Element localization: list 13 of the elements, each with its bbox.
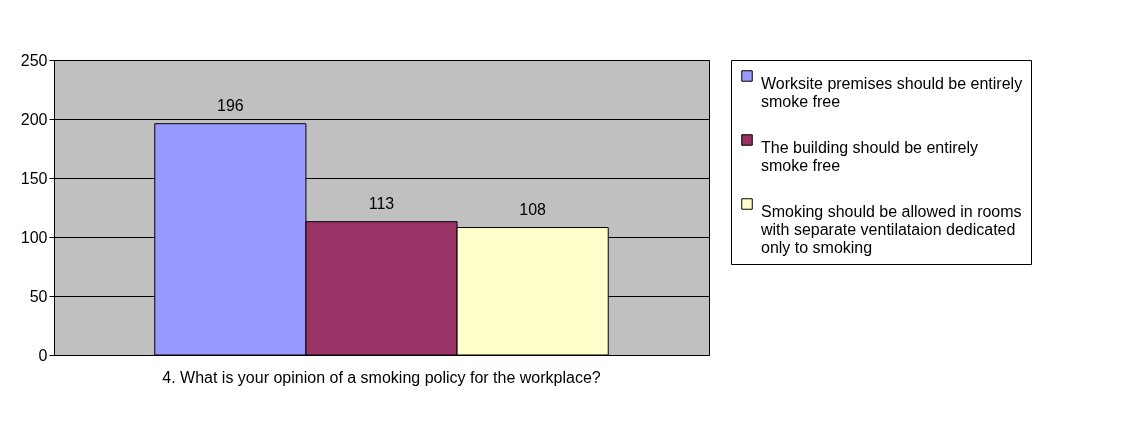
y-tick-label: 0 bbox=[38, 346, 48, 364]
data-label: 113 bbox=[368, 194, 395, 212]
data-label: 196 bbox=[216, 96, 244, 114]
legend-label: The building should be entirely smoke free bbox=[761, 139, 979, 174]
y-tick-label: 50 bbox=[29, 287, 48, 305]
y-tick-label: 250 bbox=[20, 51, 48, 69]
y-tick-label: 150 bbox=[20, 169, 48, 187]
legend-label: Worksite premises should be entirely smoke free bbox=[761, 75, 1023, 110]
y-tick-label: 100 bbox=[20, 228, 48, 246]
data-label: 108 bbox=[519, 200, 547, 218]
legend-label: Smoking should be allowed in rooms with separate ventilataion dedicated only to smoking bbox=[760, 203, 1022, 256]
y-tick-label: 200 bbox=[20, 110, 48, 128]
x-tick-label: 4. What is your opinion of a smoking policy for the workplace? bbox=[162, 368, 601, 386]
